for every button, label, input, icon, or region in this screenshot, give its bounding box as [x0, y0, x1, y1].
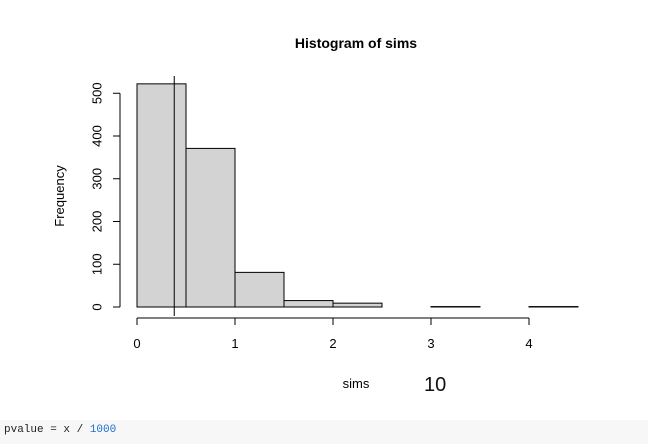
histogram-bars [136, 83, 579, 308]
code-number: 1000 [89, 424, 117, 436]
histogram-svg: Histogram of sims 0 1 2 3 4 0 100 200 300 400 500… [52, 35, 579, 391]
y-axis: 0 100 200 300 400 500 [89, 82, 121, 311]
y-tick-label: 300 [89, 168, 104, 190]
y-tick-label: 100 [89, 253, 104, 275]
x-tick-label: 0 [133, 336, 140, 351]
x-tick-label: 4 [525, 336, 532, 351]
y-tick-label: 200 [89, 211, 104, 233]
histogram-bar-2 [234, 271, 285, 308]
code-line: pvalue = x / 1000 [0, 420, 648, 444]
chart-title: Histogram of sims [295, 35, 417, 51]
histogram-bar-1 [185, 147, 236, 308]
x-tick-label: 3 [427, 336, 434, 351]
histogram-bar-4 [332, 302, 383, 308]
output-value: 10 [424, 374, 447, 396]
x-tick-label: 1 [231, 336, 238, 351]
y-axis-label: Frequency [52, 165, 67, 227]
histogram-bar-3 [283, 300, 334, 308]
histogram-bar-0 [136, 83, 187, 308]
code-text: pvalue = x / [4, 424, 90, 436]
x-tick-label: 2 [329, 336, 336, 351]
x-axis: 0 1 2 3 4 [133, 317, 533, 351]
y-tick-label: 400 [89, 125, 104, 147]
x-axis-label: sims [343, 376, 370, 391]
histogram-plot: Histogram of sims 0 1 2 3 4 0 100 200 300 400 500… [52, 35, 579, 391]
y-tick-label: 500 [89, 82, 104, 104]
y-tick-label: 0 [89, 303, 104, 310]
